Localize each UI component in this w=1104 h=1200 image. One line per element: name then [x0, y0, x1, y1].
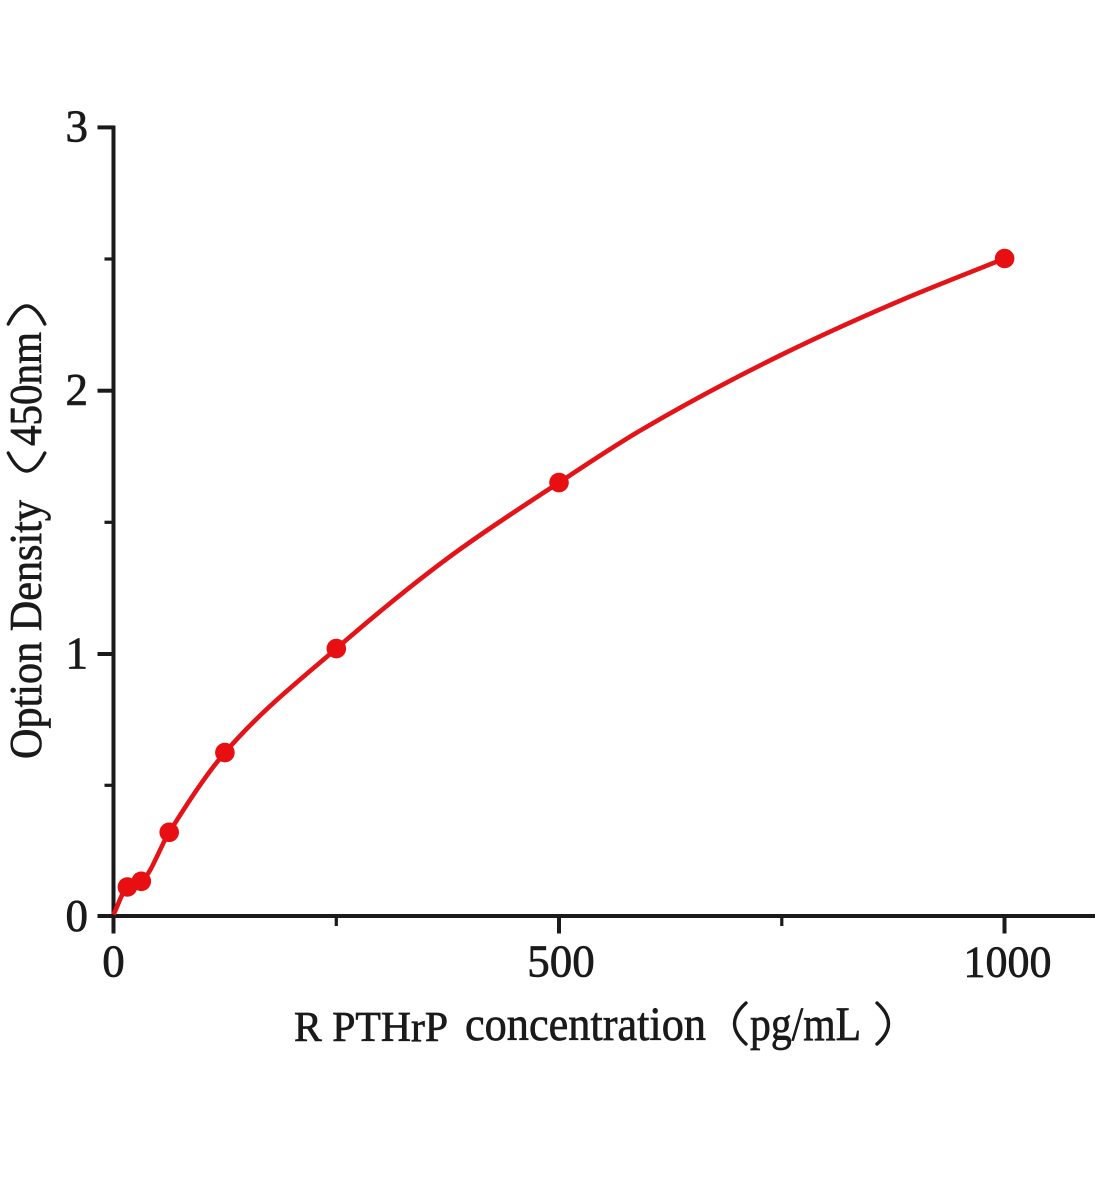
svg-text:pg/mL: pg/mL: [750, 998, 861, 1051]
svg-text:concentration: concentration: [465, 998, 706, 1051]
svg-text:450nm: 450nm: [0, 332, 51, 446]
svg-text:3: 3: [66, 102, 89, 152]
svg-text:R PTHrP: R PTHrP: [294, 1005, 448, 1051]
svg-text:2: 2: [66, 365, 89, 415]
svg-text:1000: 1000: [964, 938, 1052, 987]
svg-text:0: 0: [66, 891, 89, 941]
svg-text:500: 500: [527, 937, 595, 987]
svg-text:0: 0: [102, 937, 125, 987]
svg-text:Option Density: Option Density: [0, 500, 51, 759]
svg-text:1: 1: [66, 629, 89, 679]
